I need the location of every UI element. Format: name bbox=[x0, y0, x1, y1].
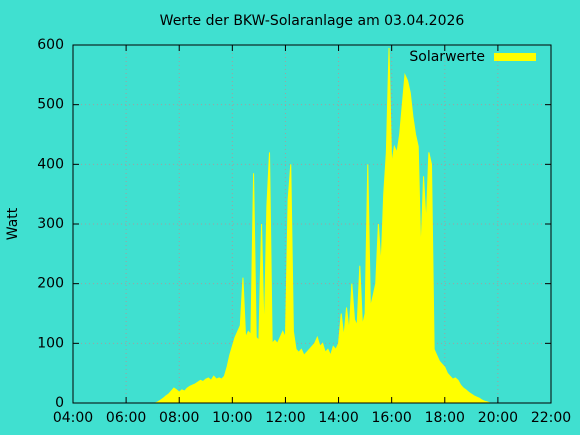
ticks: 0 100 200 300 400 500 600 04:00 06:00 08:00 10:00 1… bbox=[37, 37, 571, 426]
legend-swatch bbox=[494, 53, 536, 61]
y-tick-label: 100 bbox=[37, 335, 64, 351]
chart-title: Werte der BKW-Solaranlage am 03.04.2026 bbox=[160, 13, 465, 29]
y-tick-label: 400 bbox=[37, 156, 64, 172]
y-tick-label: 600 bbox=[37, 37, 64, 53]
x-tick-label: 16:00 bbox=[371, 410, 411, 426]
y-tick-label: 300 bbox=[37, 216, 64, 232]
plot bbox=[152, 47, 493, 404]
x-tick-label: 20:00 bbox=[478, 410, 518, 426]
x-tick-label: 08:00 bbox=[159, 410, 199, 426]
x-tick-label: 18:00 bbox=[425, 410, 465, 426]
legend: Solarwerte bbox=[409, 49, 536, 65]
x-tick-label: 14:00 bbox=[318, 410, 358, 426]
x-tick-label: 12:00 bbox=[265, 410, 305, 426]
x-tick-label: 04:00 bbox=[53, 410, 93, 426]
y-tick-label: 200 bbox=[37, 276, 64, 292]
legend-label: Solarwerte bbox=[409, 49, 485, 65]
y-tick-label: 500 bbox=[37, 97, 64, 113]
x-tick-label: 10:00 bbox=[212, 410, 252, 426]
x-tick-label: 06:00 bbox=[106, 410, 146, 426]
area bbox=[152, 47, 493, 404]
y-tick-label: 0 bbox=[55, 395, 64, 411]
y-axis-label: Watt bbox=[5, 207, 21, 240]
x-tick-label: 22:00 bbox=[531, 410, 571, 426]
